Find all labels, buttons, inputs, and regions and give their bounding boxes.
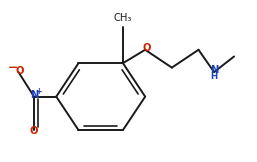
Text: N: N: [210, 65, 218, 75]
Text: CH₃: CH₃: [114, 13, 132, 23]
Text: −: −: [8, 61, 18, 74]
Text: O: O: [30, 126, 38, 136]
Text: H: H: [210, 72, 218, 81]
Text: N: N: [30, 91, 38, 100]
Text: +: +: [36, 87, 42, 96]
Text: O: O: [15, 66, 24, 76]
Text: O: O: [142, 43, 151, 53]
